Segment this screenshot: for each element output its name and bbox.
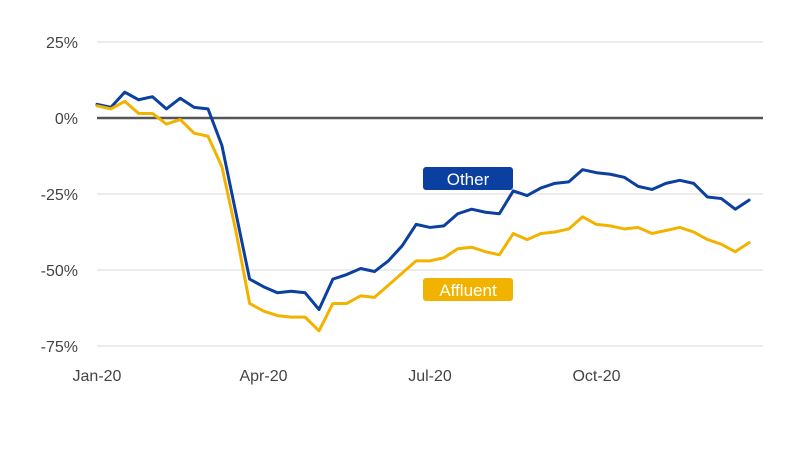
x-tick-label: Oct-20: [572, 368, 620, 385]
series-label-affluent: Affluent: [423, 278, 513, 301]
y-tick-label: -25%: [41, 187, 78, 204]
series-label-other: Other: [423, 167, 513, 190]
series-label-background: [423, 167, 513, 190]
series-labels: Other Affluent: [423, 167, 513, 301]
y-tick-label: -50%: [41, 263, 78, 280]
grid-lines: [97, 41, 763, 347]
series-label-text: Other: [447, 170, 490, 189]
y-axis-tick-labels: 25% 0% -25% -50% -75%: [41, 35, 78, 356]
series-label-background: [423, 278, 513, 301]
y-tick-label: -75%: [41, 339, 78, 356]
y-tick-label: 25%: [46, 35, 78, 52]
x-tick-label: Jan-20: [73, 368, 122, 385]
series-line-other: [95, 90, 751, 312]
x-axis-tick-labels: Jan-20 Apr-20 Jul-20 Oct-20: [73, 368, 621, 385]
x-tick-label: Jul-20: [408, 368, 452, 385]
series-label-text: Affluent: [439, 281, 497, 300]
y-tick-label: 0%: [55, 111, 78, 128]
x-tick-label: Apr-20: [239, 368, 287, 385]
series-line-affluent: [95, 99, 751, 333]
series-lines: [95, 90, 751, 333]
